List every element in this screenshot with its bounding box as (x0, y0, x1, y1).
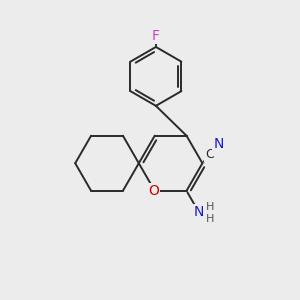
Text: H: H (206, 202, 214, 212)
Text: O: O (148, 184, 159, 198)
Text: H: H (206, 214, 214, 224)
Text: N: N (213, 137, 224, 151)
Text: N: N (194, 206, 204, 220)
Text: C: C (205, 148, 214, 161)
Text: F: F (152, 29, 160, 43)
